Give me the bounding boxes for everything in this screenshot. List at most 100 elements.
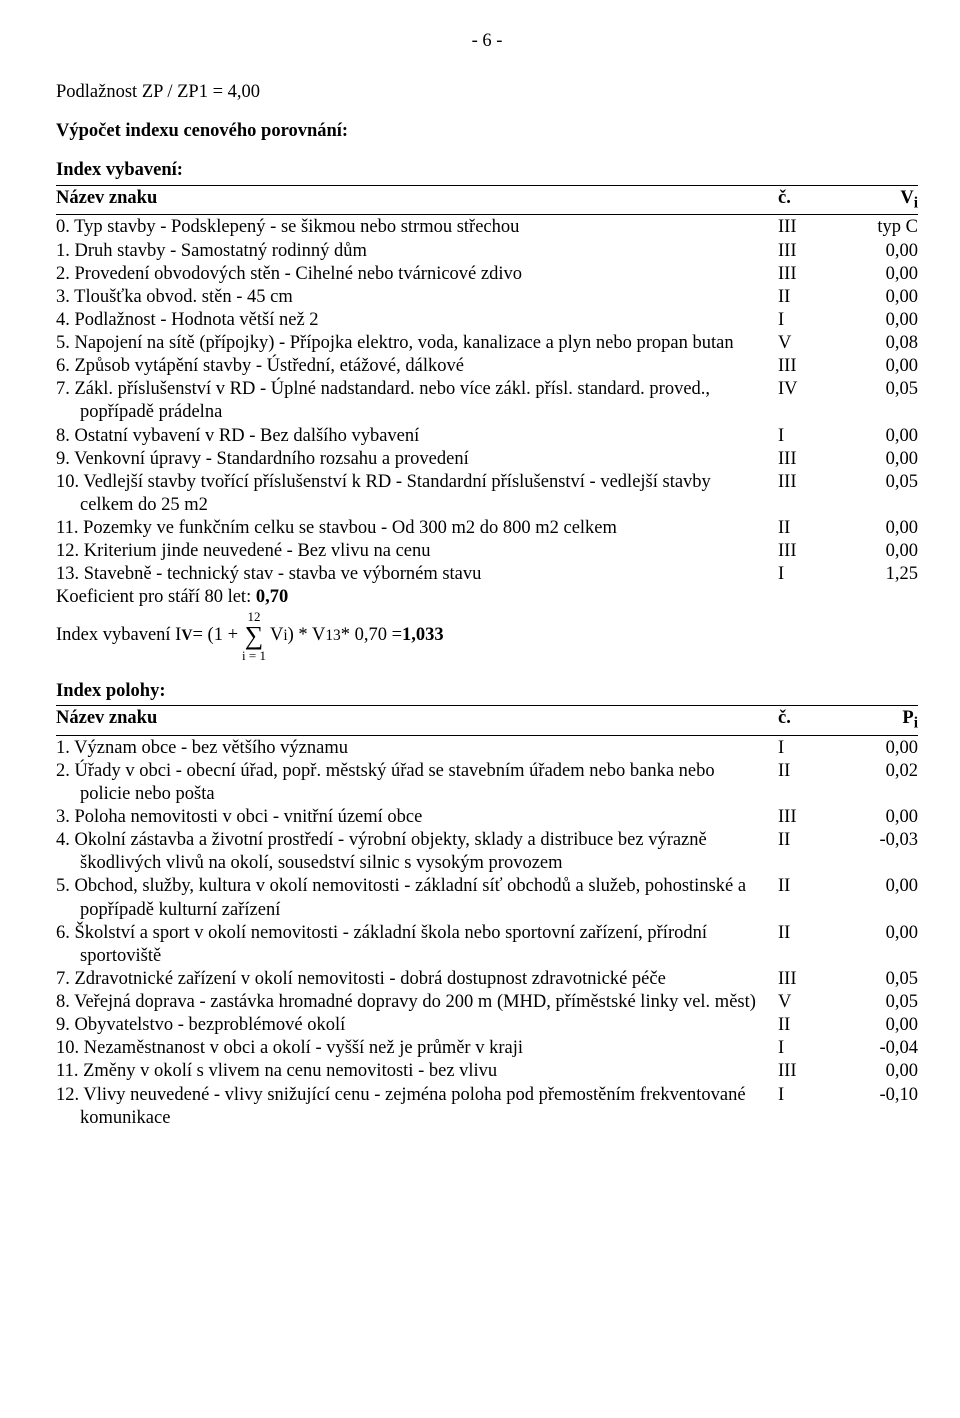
coef-line: Koeficient pro stáří 80 let: 0,70 (56, 586, 918, 609)
section-title-vybaveni: Index vybavení: (56, 159, 918, 182)
cell-v: 0,05 (856, 991, 918, 1014)
table-row: 9. Obyvatelstvo - bezproblémové okolíII0… (56, 1014, 918, 1037)
cell-v: 0,00 (856, 286, 918, 309)
table-row: 11. Pozemky ve funkčním celku se stavbou… (56, 517, 918, 540)
divider (56, 735, 918, 736)
table-row: 10. Vedlejší stavby tvořící příslušenstv… (56, 471, 918, 517)
table-row: 1. Druh stavby - Samostatný rodinný důmI… (56, 240, 918, 263)
table-row: 0. Typ stavby - Podsklepený - se šikmou … (56, 216, 918, 239)
table-row: 4. Okolní zástavba a životní prostředí -… (56, 829, 918, 875)
cell-v: 0,00 (856, 517, 918, 540)
cell-name: 11. Pozemky ve funkčním celku se stavbou… (56, 517, 774, 540)
cell-name: 11. Změny v okolí s vlivem na cenu nemov… (56, 1060, 774, 1083)
cell-c: III (774, 806, 856, 829)
cell-c: II (774, 517, 856, 540)
cell-v: 1,25 (856, 563, 918, 586)
cell-v: 0,05 (856, 968, 918, 991)
cell-c: III (774, 263, 856, 286)
cell-c: I (774, 1037, 856, 1060)
cell-c: I (774, 309, 856, 332)
table-header: Název znaku č. Pi (56, 707, 918, 733)
table-row: 5. Obchod, služby, kultura v okolí nemov… (56, 875, 918, 921)
table-row: 6. Školství a sport v okolí nemovitosti … (56, 922, 918, 968)
table-row: 2. Úřady v obci - obecní úřad, popř. měs… (56, 760, 918, 806)
cell-name: 6. Školství a sport v okolí nemovitosti … (56, 922, 774, 968)
cell-name: 8. Veřejná doprava - zastávka hromadné d… (56, 991, 774, 1014)
header-name: Název znaku (56, 707, 774, 733)
cell-name: 3. Poloha nemovitosti v obci - vnitřní ú… (56, 806, 774, 829)
table-row: 7. Zákl. příslušenství v RD - Úplné nads… (56, 378, 918, 424)
cell-v: 0,00 (856, 806, 918, 829)
cell-c: I (774, 425, 856, 448)
cell-name: 1. Význam obce - bez většího významu (56, 737, 774, 760)
cell-name: 7. Zákl. příslušenství v RD - Úplné nads… (56, 378, 774, 424)
cell-c: II (774, 922, 856, 968)
cell-name: 9. Venkovní úpravy - Standardního rozsah… (56, 448, 774, 471)
cell-c: V (774, 332, 856, 355)
divider (56, 214, 918, 215)
cell-v: 0,00 (856, 448, 918, 471)
cell-v: 0,00 (856, 263, 918, 286)
formula-vybaveni: Index vybavení IV = (1 + 12 ∑ i = 1 Vi )… (56, 610, 918, 662)
cell-c: III (774, 216, 856, 239)
cell-v: 0,05 (856, 471, 918, 517)
cell-v: 0,00 (856, 309, 918, 332)
cell-c: I (774, 737, 856, 760)
cell-v: 0,00 (856, 425, 918, 448)
cell-name: 12. Vlivy neuvedené - vlivy snižující ce… (56, 1084, 774, 1130)
section-title-polohy: Index polohy: (56, 680, 918, 703)
cell-name: 12. Kriterium jinde neuvedené - Bez vliv… (56, 540, 774, 563)
header-v: Pi (856, 707, 918, 733)
table-header: Název znaku č. Vi (56, 187, 918, 213)
cell-c: III (774, 968, 856, 991)
table-row: 1. Význam obce - bez většího významuI0,0… (56, 737, 918, 760)
cell-name: 2. Provedení obvodových stěn - Cihelné n… (56, 263, 774, 286)
table-row: 10. Nezaměstnanost v obci a okolí - vyšš… (56, 1037, 918, 1060)
table-row: 5. Napojení na sítě (přípojky) - Přípojk… (56, 332, 918, 355)
table-row: 7. Zdravotnické zařízení v okolí nemovit… (56, 968, 918, 991)
cell-c: II (774, 1014, 856, 1037)
cell-v: -0,04 (856, 1037, 918, 1060)
table-row: 12. Vlivy neuvedené - vlivy snižující ce… (56, 1084, 918, 1130)
cell-name: 10. Vedlejší stavby tvořící příslušenstv… (56, 471, 774, 517)
table-row: 11. Změny v okolí s vlivem na cenu nemov… (56, 1060, 918, 1083)
cell-v: -0,03 (856, 829, 918, 875)
cell-c: II (774, 875, 856, 921)
cell-name: 7. Zdravotnické zařízení v okolí nemovit… (56, 968, 774, 991)
cell-v: 0,00 (856, 1014, 918, 1037)
table-row: 8. Veřejná doprava - zastávka hromadné d… (56, 991, 918, 1014)
cell-name: 10. Nezaměstnanost v obci a okolí - vyšš… (56, 1037, 774, 1060)
cell-c: III (774, 355, 856, 378)
cell-c: III (774, 540, 856, 563)
cell-name: 6. Způsob vytápění stavby - Ústřední, et… (56, 355, 774, 378)
cell-c: I (774, 563, 856, 586)
header-v: Vi (856, 187, 918, 213)
cell-v: 0,08 (856, 332, 918, 355)
cell-v: 0,00 (856, 540, 918, 563)
cell-v: 0,02 (856, 760, 918, 806)
divider (56, 705, 918, 706)
calc-heading: Výpočet indexu cenového porovnání: (56, 120, 918, 143)
cell-c: IV (774, 378, 856, 424)
cell-v: -0,10 (856, 1084, 918, 1130)
header-name: Název znaku (56, 187, 774, 213)
cell-name: 1. Druh stavby - Samostatný rodinný dům (56, 240, 774, 263)
cell-c: I (774, 1084, 856, 1130)
table-row: 4. Podlažnost - Hodnota větší než 2I0,00 (56, 309, 918, 332)
cell-name: 3. Tloušťka obvod. stěn - 45 cm (56, 286, 774, 309)
table-row: 12. Kriterium jinde neuvedené - Bez vliv… (56, 540, 918, 563)
table-row: 9. Venkovní úpravy - Standardního rozsah… (56, 448, 918, 471)
cell-c: V (774, 991, 856, 1014)
cell-v: 0,00 (856, 875, 918, 921)
cell-v: typ C (856, 216, 918, 239)
cell-v: 0,00 (856, 240, 918, 263)
header-c: č. (774, 187, 856, 213)
cell-c: III (774, 471, 856, 517)
top-line: Podlažnost ZP / ZP1 = 4,00 (56, 81, 918, 104)
cell-v: 0,00 (856, 1060, 918, 1083)
cell-v: 0,05 (856, 378, 918, 424)
cell-c: III (774, 240, 856, 263)
header-c: č. (774, 707, 856, 733)
cell-c: III (774, 448, 856, 471)
table-row: 3. Tloušťka obvod. stěn - 45 cmII0,00 (56, 286, 918, 309)
